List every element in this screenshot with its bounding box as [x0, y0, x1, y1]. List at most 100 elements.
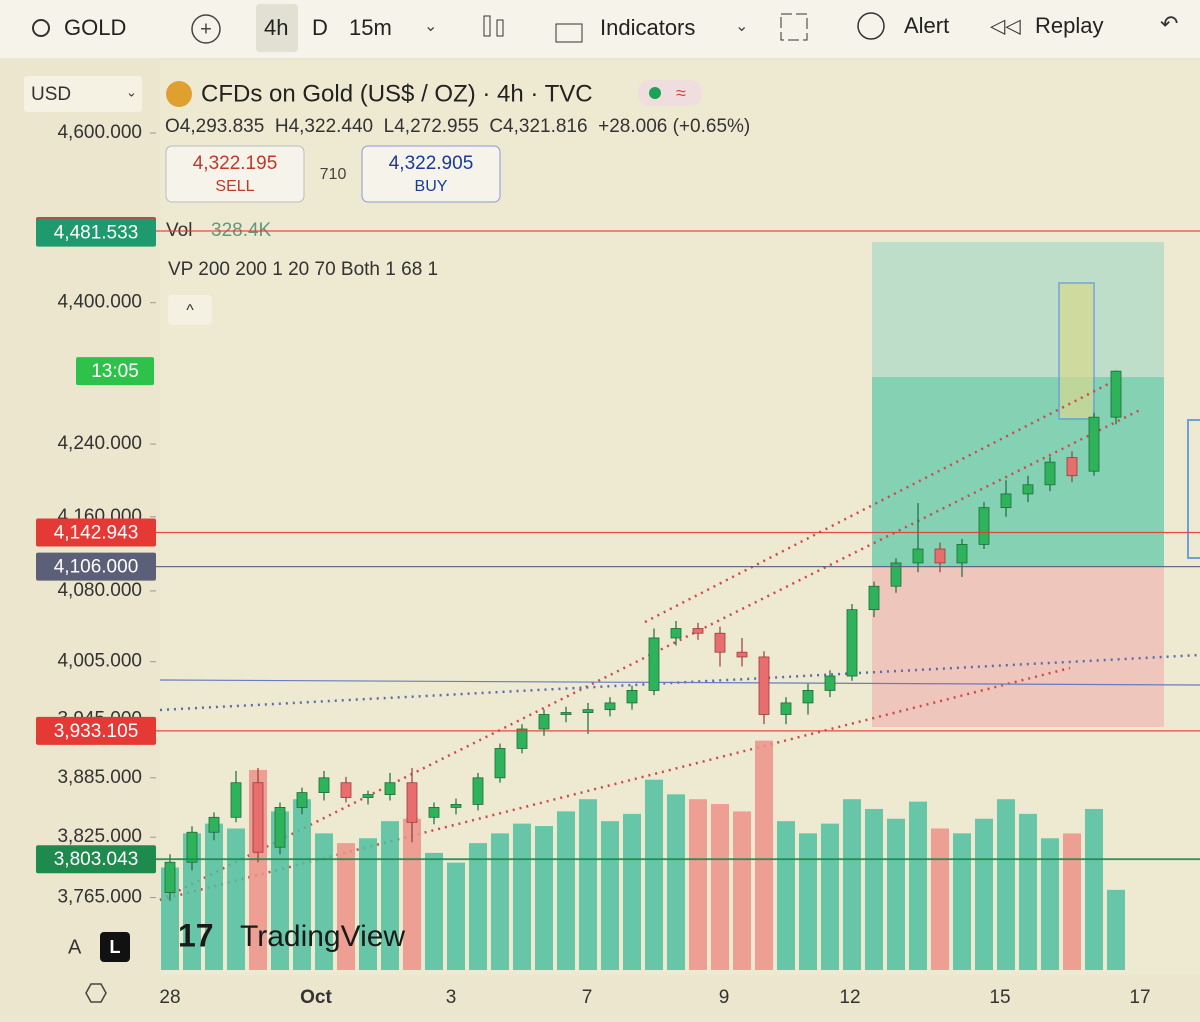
logo: TradingView — [240, 920, 405, 953]
candle-body — [428, 807, 440, 818]
sell-label: SELL — [215, 178, 254, 195]
volume-bar — [359, 838, 377, 970]
log-button[interactable] — [100, 932, 130, 962]
y-tick-label: 3,765.000 — [57, 887, 142, 908]
currency[interactable]: USD — [31, 84, 71, 105]
y-tick-label: 4,005.000 — [57, 651, 142, 672]
x-tick-label: 15 — [989, 987, 1010, 1008]
candle-body — [296, 792, 308, 808]
candle-body — [560, 712, 572, 715]
x-tick-label: Oct — [300, 987, 332, 1008]
volume-bar — [205, 823, 223, 970]
candle-body — [1110, 370, 1122, 418]
volume-bar — [161, 867, 179, 970]
volume-bar — [711, 804, 729, 970]
projection-box — [1187, 419, 1200, 559]
interval-active — [256, 4, 298, 52]
replay-icon[interactable]: ◁◁ — [990, 15, 1021, 37]
alert[interactable]: Alert — [904, 13, 949, 38]
candle-body — [604, 702, 616, 711]
volume-bar — [843, 799, 861, 970]
add-button[interactable] — [191, 14, 221, 44]
candle-body — [1088, 416, 1100, 472]
projection-box — [1058, 282, 1095, 420]
volume-bar — [623, 813, 641, 970]
candle-body — [648, 637, 660, 691]
price-plot — [161, 370, 1125, 970]
currency-select[interactable] — [24, 76, 142, 112]
alert-icon[interactable] — [857, 12, 885, 40]
candle-body — [736, 651, 748, 658]
volume-bar — [1107, 889, 1125, 970]
candle-body — [934, 548, 946, 564]
candle-body — [186, 831, 198, 863]
volume-bar — [799, 833, 817, 970]
volume-bar — [403, 818, 421, 970]
search-icon[interactable] — [32, 19, 50, 37]
x-tick-label: 28 — [159, 987, 180, 1008]
indicators[interactable]: Indicators — [600, 15, 695, 40]
volume-bar — [1019, 813, 1037, 970]
volume-bar — [293, 799, 311, 970]
volume-bar — [777, 821, 795, 970]
volume-bar — [865, 808, 883, 970]
candle-body — [1022, 484, 1034, 495]
volume-bar — [821, 823, 839, 970]
gold-icon — [166, 81, 192, 107]
interval[interactable]: 15m — [349, 15, 392, 40]
candle-body — [978, 507, 990, 545]
price-label: 13:05 — [91, 361, 139, 382]
indicators-icon[interactable] — [555, 23, 583, 43]
candle-body — [626, 690, 638, 704]
candle-body — [780, 702, 792, 715]
candle-body — [230, 782, 242, 818]
candle-body — [406, 782, 418, 823]
log-label[interactable]: L — [110, 937, 121, 957]
volume-bar — [271, 811, 289, 970]
candle-body — [912, 548, 924, 564]
candle-body — [824, 675, 836, 691]
candle-body — [472, 777, 484, 805]
interval[interactable]: 4h — [264, 15, 288, 40]
undo[interactable]: ↶ — [1160, 11, 1178, 36]
candle-body — [384, 782, 396, 795]
collapse-button[interactable] — [168, 295, 212, 325]
chevron[interactable]: ⌄ — [735, 18, 748, 35]
volume-bar — [183, 833, 201, 970]
toolbar — [0, 0, 1200, 58]
candle-body — [1066, 457, 1078, 477]
price-label-box — [36, 552, 156, 581]
volume-bar — [667, 794, 685, 970]
volume-bar — [733, 811, 751, 970]
volume-bar — [645, 779, 663, 970]
y-tick-label: 4,240.000 — [57, 433, 142, 454]
sell-price: 4,322.195 — [193, 153, 278, 174]
candle-body — [1000, 493, 1012, 509]
interval[interactable]: D — [312, 15, 328, 40]
y-tick-label: 4,400.000 — [57, 292, 142, 313]
replay[interactable]: Replay — [1035, 13, 1103, 38]
volume-bar — [557, 811, 575, 970]
caret: ^ — [186, 302, 194, 319]
candle-body — [1044, 461, 1056, 486]
auto-scale[interactable]: A — [68, 936, 82, 958]
volume-bar — [315, 833, 333, 970]
symbol[interactable]: GOLD — [64, 15, 126, 40]
volume-bar — [601, 821, 619, 970]
candle-body — [714, 632, 726, 653]
chevron[interactable]: ⌄ — [424, 18, 437, 35]
candle-icon[interactable] — [483, 15, 491, 37]
spread: 710 — [320, 166, 347, 183]
sell-button[interactable] — [165, 145, 305, 203]
settings-icon[interactable] — [85, 983, 107, 1003]
volume-bar — [931, 828, 949, 970]
layout-icon[interactable] — [780, 13, 808, 41]
logo-mark: 17 — [178, 917, 214, 953]
buy-button[interactable] — [361, 145, 501, 203]
volume-bar — [337, 843, 355, 970]
volume-bar — [425, 852, 443, 970]
candle-body — [450, 804, 462, 808]
price-label: 3,803.043 — [54, 849, 139, 870]
x-tick-label: 17 — [1129, 987, 1150, 1008]
candle-icon — [496, 19, 504, 37]
